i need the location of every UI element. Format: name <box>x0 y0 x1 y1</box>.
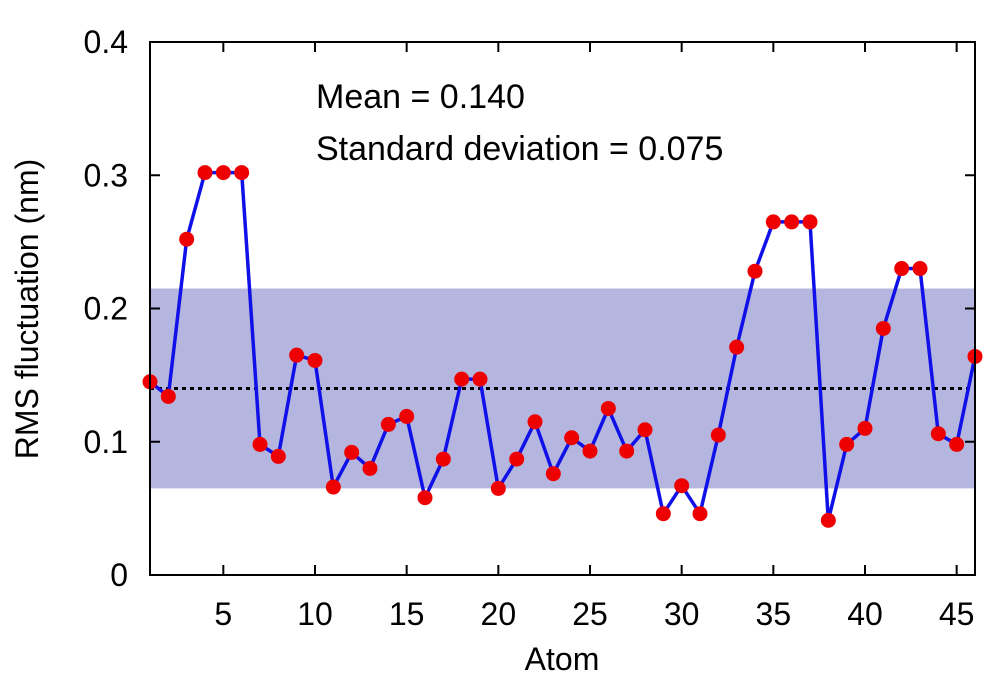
y-tick-label: 0 <box>110 557 128 593</box>
data-point <box>930 426 946 442</box>
data-point <box>802 214 818 230</box>
std-dev-annotation: Standard deviation = 0.075 <box>316 130 723 168</box>
data-point <box>160 388 176 404</box>
data-point <box>215 165 231 181</box>
data-point <box>619 443 635 459</box>
x-tick-label: 30 <box>664 596 700 632</box>
x-axis-label: Atom <box>525 641 600 677</box>
data-point <box>454 371 470 387</box>
x-tick-label: 10 <box>297 596 333 632</box>
y-axis-ticks: 0 0.1 0.2 0.3 0.4 <box>84 24 975 593</box>
data-point <box>197 165 213 181</box>
data-point <box>270 448 286 464</box>
data-point <box>490 480 506 496</box>
y-tick-label: 0.1 <box>84 424 128 460</box>
data-point <box>362 460 378 476</box>
x-tick-label: 20 <box>481 596 517 632</box>
data-point <box>729 339 745 355</box>
data-point <box>234 165 250 181</box>
data-point <box>564 430 580 446</box>
series-line <box>148 170 977 523</box>
data-point <box>674 478 690 494</box>
data-point <box>325 479 341 495</box>
data-point <box>912 261 928 277</box>
data-point <box>710 427 726 443</box>
data-point <box>417 490 433 506</box>
data-point <box>949 436 965 452</box>
x-tick-label: 40 <box>847 596 883 632</box>
data-point <box>600 400 616 416</box>
x-tick-label: 15 <box>389 596 425 632</box>
x-axis-ticks: 5 10 15 20 25 30 35 40 45 <box>214 42 974 632</box>
data-point <box>637 422 653 438</box>
data-markers <box>142 165 983 528</box>
data-point <box>307 352 323 368</box>
data-point <box>289 347 305 363</box>
data-point <box>472 371 488 387</box>
mean-annotation: Mean = 0.140 <box>316 78 525 116</box>
x-tick-label: 25 <box>572 596 608 632</box>
data-point <box>509 451 525 467</box>
data-point <box>435 451 451 467</box>
data-point <box>582 443 598 459</box>
y-tick-label: 0.4 <box>84 24 128 60</box>
data-point <box>252 436 268 452</box>
data-point <box>875 320 891 336</box>
data-point <box>179 231 195 247</box>
data-point <box>820 512 836 528</box>
y-tick-label: 0.2 <box>84 291 128 327</box>
y-axis-label: RMS fluctuation (nm) <box>9 159 45 460</box>
data-point <box>747 263 763 279</box>
data-point <box>857 420 873 436</box>
data-point <box>784 214 800 230</box>
y-tick-label: 0.3 <box>84 157 128 193</box>
data-point <box>692 506 708 522</box>
x-tick-label: 5 <box>214 596 232 632</box>
data-point <box>894 261 910 277</box>
data-point <box>344 444 360 460</box>
data-point <box>765 214 781 230</box>
data-point <box>380 416 396 432</box>
x-tick-label: 45 <box>939 596 975 632</box>
x-tick-label: 35 <box>756 596 792 632</box>
data-point <box>527 414 543 430</box>
data-point <box>655 506 671 522</box>
data-point <box>545 466 561 482</box>
data-point <box>839 436 855 452</box>
data-point <box>399 408 415 424</box>
